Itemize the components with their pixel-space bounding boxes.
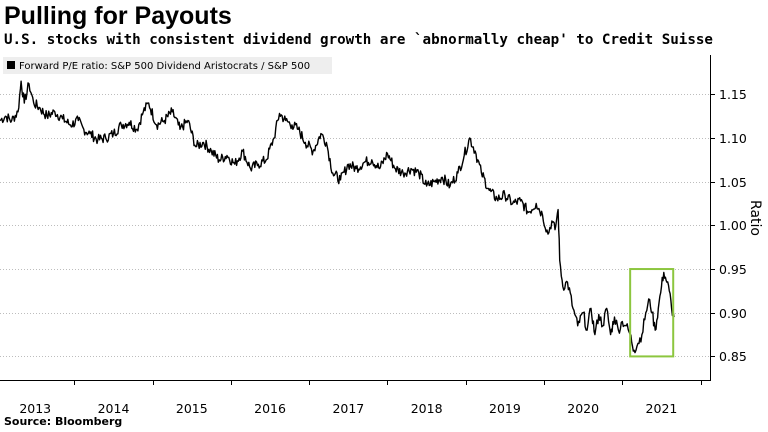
y-ticks: 0.85 0.90 0.95 1.00 1.05 1.10 1.15 — [710, 87, 747, 364]
chart-subtitle: U.S. stocks with consistent dividend gro… — [4, 32, 713, 48]
gridlines — [0, 94, 710, 357]
chart-title: Pulling for Payouts — [4, 2, 232, 30]
x-tick-label: 2015 — [176, 401, 208, 416]
y-tick-label: 1.05 — [719, 175, 747, 190]
highlight-box — [629, 268, 675, 358]
legend-swatch — [7, 61, 15, 69]
x-tick-label: 2018 — [411, 401, 443, 416]
y-tick-label: 0.95 — [719, 262, 747, 277]
legend-label: Forward P/E ratio: S&P 500 Dividend Aris… — [19, 61, 310, 72]
legend-background — [3, 57, 332, 74]
series — [0, 80, 675, 354]
axes — [0, 55, 711, 381]
x-tick-label: 2019 — [489, 401, 521, 416]
x-tick-label: 2021 — [646, 401, 678, 416]
x-tick-label: 2014 — [98, 401, 130, 416]
source-note: Source: Bloomberg — [4, 415, 123, 428]
y-tick-label: 1.15 — [719, 87, 747, 102]
y-tick-label: 0.85 — [719, 349, 747, 364]
x-tick-label: 2020 — [567, 401, 599, 416]
y-tick-label: 1.10 — [719, 131, 747, 146]
highlight-box-group — [629, 268, 675, 358]
x-tick-label: 2017 — [332, 401, 364, 416]
legend: Forward P/E ratio: S&P 500 Dividend Aris… — [3, 57, 332, 74]
y-tick-label: 1.00 — [719, 218, 747, 233]
x-ticks: 2013 2014 2015 2016 2017 2018 2019 2020 2021 — [19, 380, 702, 416]
x-tick-label: 2013 — [19, 401, 51, 416]
series-line — [0, 80, 675, 354]
x-tick-label: 2016 — [254, 401, 286, 416]
y-axis-label: Ratio — [747, 200, 763, 236]
y-tick-label: 0.90 — [719, 306, 747, 321]
